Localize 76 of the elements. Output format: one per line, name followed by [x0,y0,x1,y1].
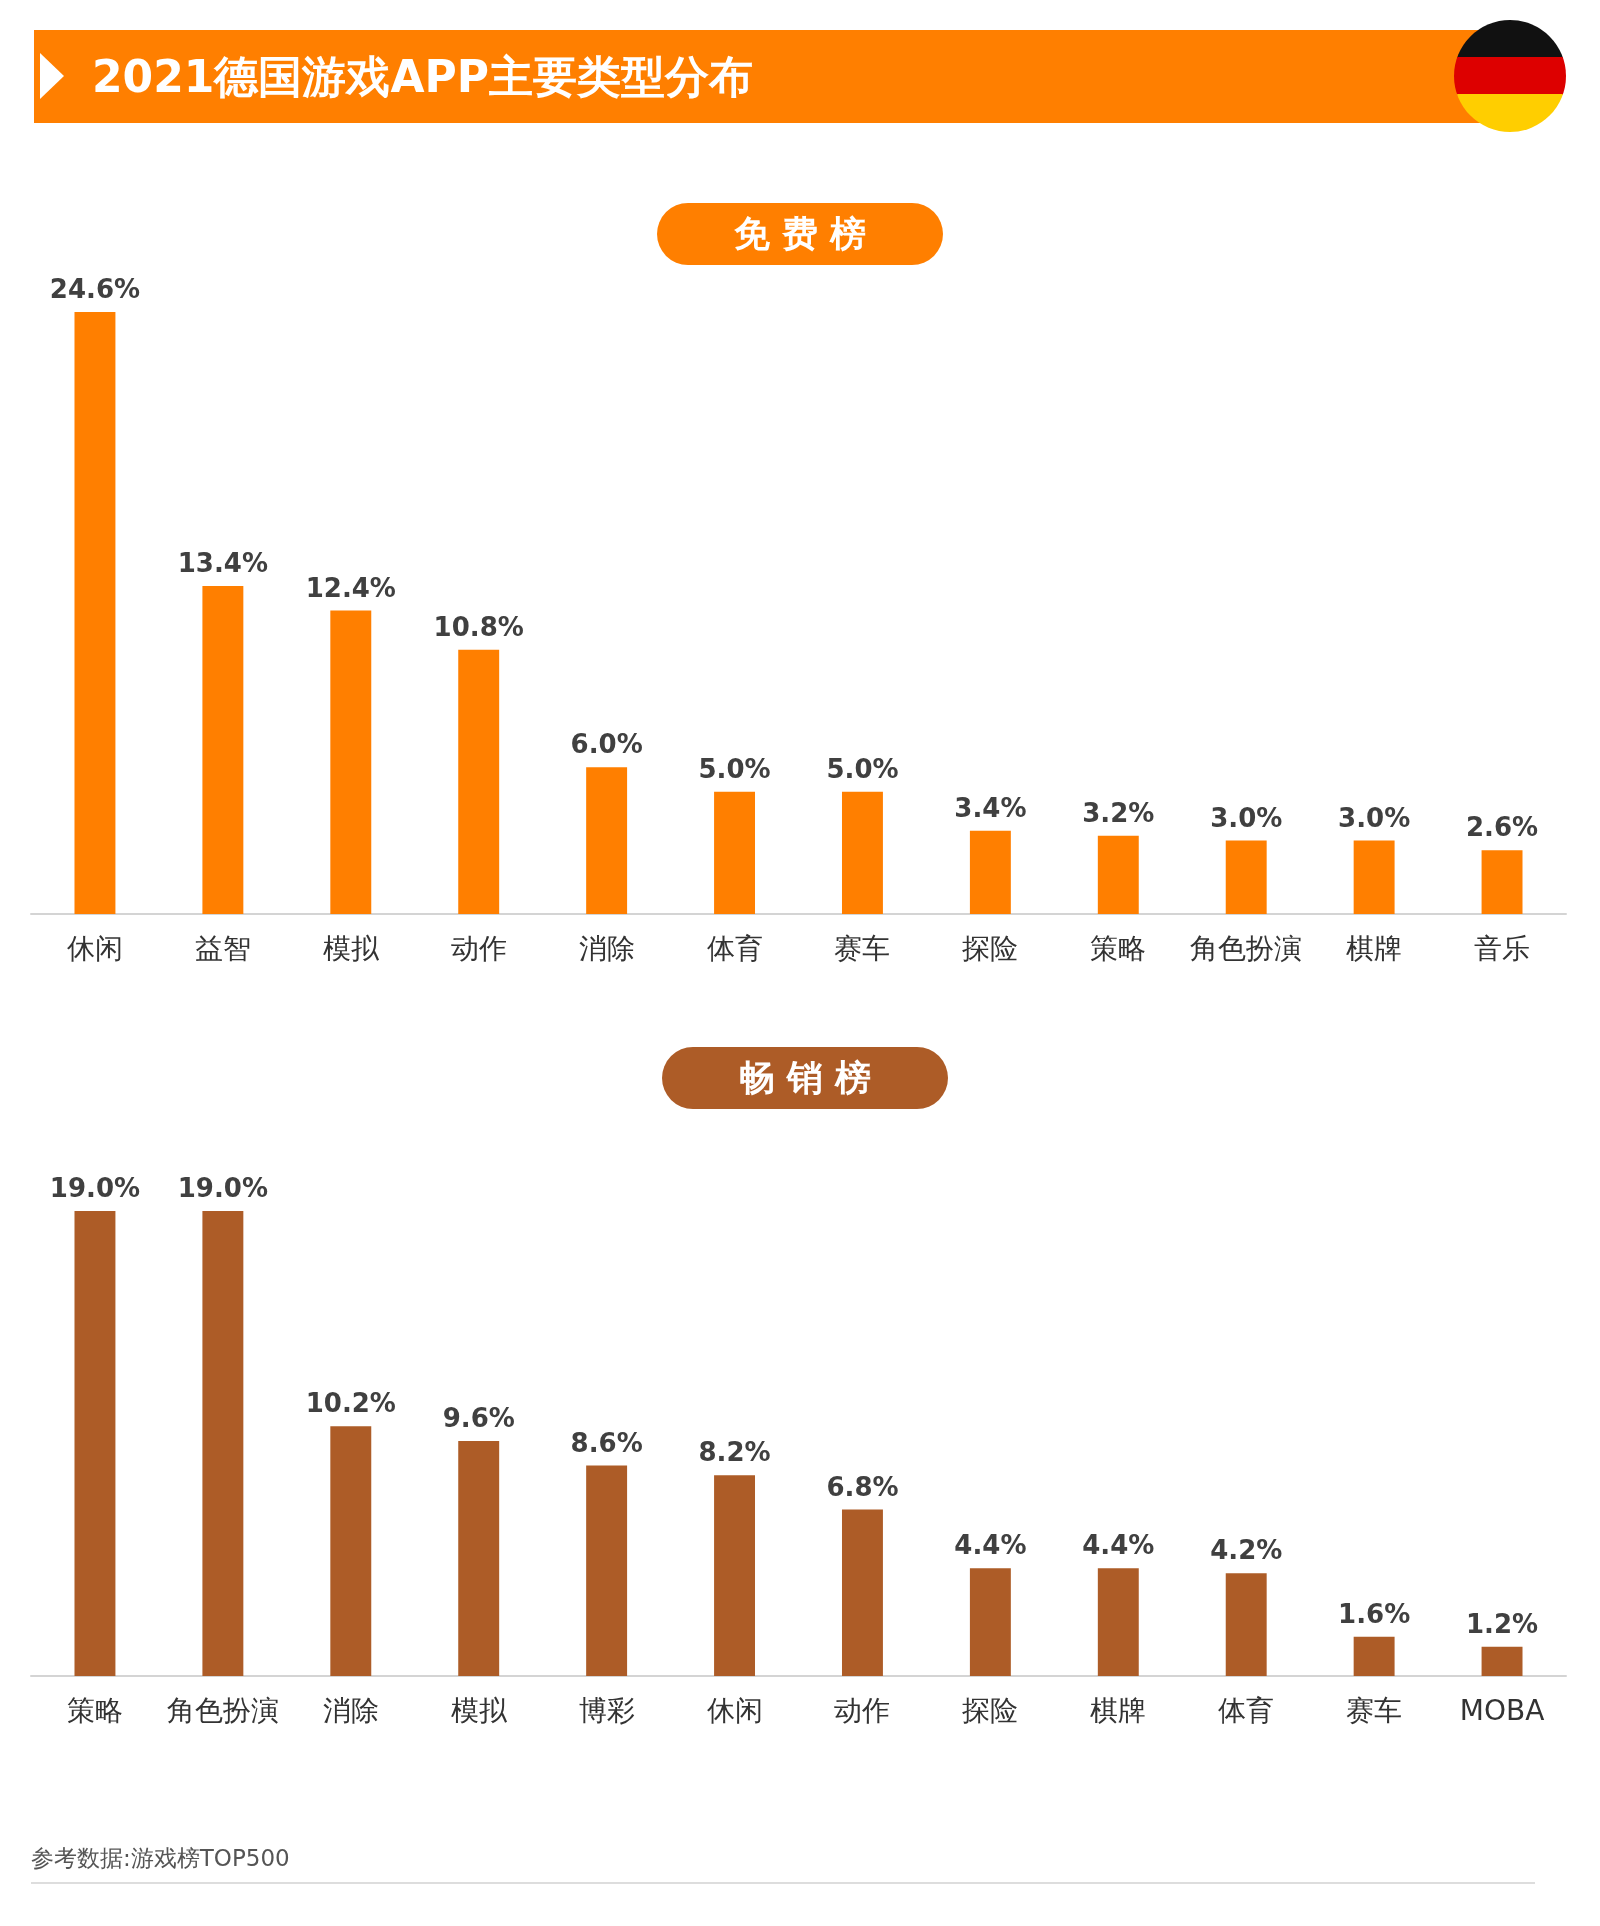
data-label: 3.4% [954,792,1027,823]
x-tick-label: 消除 [322,1693,379,1727]
x-tick-label: 探险 [962,931,1019,965]
bar [1481,850,1523,914]
bar [74,312,116,914]
data-label: 13.4% [177,548,268,579]
x-tick-label: 体育 [706,931,763,965]
data-label: 19.0% [49,1173,141,1203]
data-label: 5.0% [826,753,899,784]
bar [586,1465,628,1676]
x-tick-label: 策略 [66,1693,123,1727]
x-tick-label: 角色扮演 [166,1693,279,1727]
data-label: 6.8% [826,1471,899,1502]
bar [330,610,372,914]
data-label: 3.0% [1338,802,1411,833]
bar [1097,835,1139,914]
bar [714,791,756,914]
bar [586,767,628,914]
data-label: 5.0% [698,753,771,784]
bar [714,1475,756,1676]
data-label: 19.0% [177,1173,268,1203]
bar [458,649,500,914]
data-label: 12.4% [305,572,396,603]
x-tick-label: 益智 [194,931,251,965]
x-tick-label: 消除 [578,931,635,965]
bar [1481,1646,1523,1676]
x-tick-label: 模拟 [322,931,380,965]
x-tick-label: 角色扮演 [1190,931,1303,965]
data-label: 4.2% [1210,1535,1283,1566]
data-label: 4.4% [954,1530,1027,1561]
data-label: 1.6% [1338,1598,1411,1629]
x-tick-label: 休闲 [706,1693,763,1727]
data-label: 2.6% [1465,812,1539,843]
data-label: 1.2% [1465,1608,1539,1639]
bar [1225,1573,1267,1676]
bar [969,1568,1011,1676]
x-tick-label: 探险 [962,1693,1019,1727]
chart-title: 2021德国游戏APP主要类型分布 [92,50,754,104]
bar [1225,840,1267,914]
chart-title: 畅销榜 [662,1047,948,1109]
x-tick-label: 赛车 [1346,1693,1403,1727]
data-label: 9.6% [442,1403,515,1434]
x-tick-label: 动作 [450,931,507,965]
x-tick-label: 博彩 [578,1693,635,1727]
bar [202,1211,244,1676]
bar [458,1441,500,1676]
x-tick-label: 模拟 [450,1693,508,1727]
bar [202,586,244,914]
bar [841,791,883,914]
chart-subtitle: 免费榜 [657,203,943,265]
x-tick-label: 休闲 [66,931,123,965]
bar [969,830,1011,914]
x-tick-label: 策略 [1090,931,1147,965]
x-tick-label: 赛车 [834,931,891,965]
data-label: 4.4% [1082,1530,1155,1561]
data-label: 6.0% [570,729,643,760]
bar [841,1509,883,1676]
data-label: 3.2% [1082,797,1155,828]
data-label: 24.6% [49,274,141,304]
x-tick-label: 体育 [1218,1693,1275,1727]
x-tick-label: 音乐 [1474,931,1531,965]
x-tick-label: MOBA [1459,1693,1545,1727]
data-label: 8.6% [570,1427,643,1458]
bar [1353,1636,1395,1676]
text: 参考数据:游戏榜TOP500 [31,1838,1535,1884]
data-label: 10.8% [433,611,524,642]
bar [1097,1568,1139,1676]
bar [74,1211,116,1676]
data-label: 10.2% [305,1388,396,1419]
data-label: 3.0% [1210,802,1283,833]
bar [330,1426,372,1676]
x-tick-label: 动作 [834,1693,891,1727]
bar [1353,840,1395,914]
data-label: 8.2% [698,1437,771,1468]
x-tick-label: 棋牌 [1090,1693,1147,1727]
x-tick-label: 棋牌 [1346,931,1403,965]
